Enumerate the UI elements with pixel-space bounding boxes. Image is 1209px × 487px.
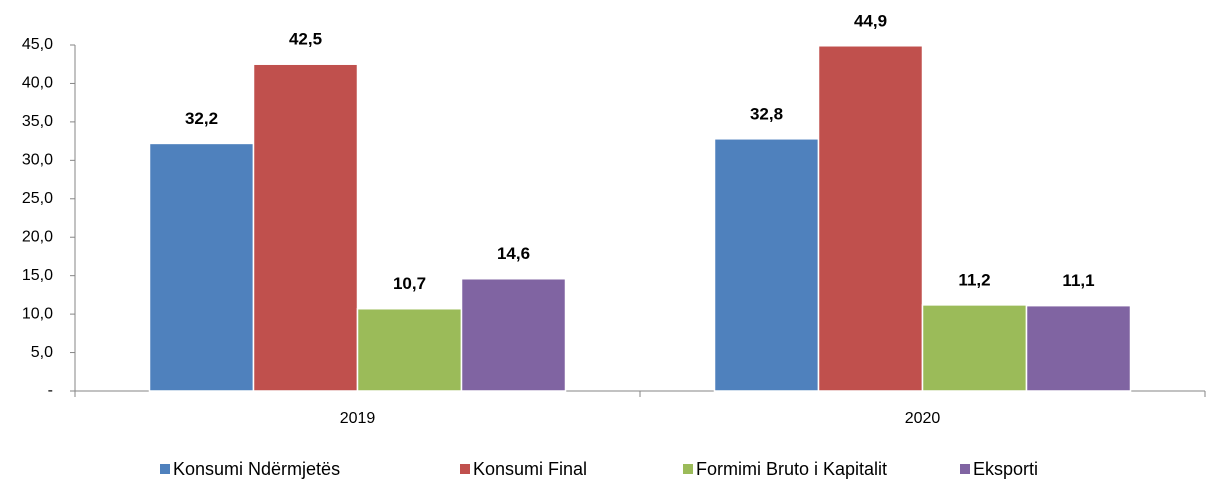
value-label: 32,2 [185, 109, 218, 128]
x-tick-label: 2020 [905, 410, 941, 427]
legend-swatch [460, 464, 470, 474]
legend-swatch [960, 464, 970, 474]
y-tick-label: 15,0 [22, 267, 53, 284]
legend-label: Konsumi Ndërmjetës [173, 459, 340, 479]
y-tick-label: 30,0 [22, 152, 53, 169]
y-tick-label: - [48, 382, 53, 399]
value-label: 32,8 [750, 104, 783, 123]
value-label: 11,2 [958, 270, 990, 289]
legend-label: Formimi Bruto i Kapitalit [696, 459, 887, 479]
y-tick-label: 35,0 [22, 113, 53, 130]
legend-swatch [683, 464, 693, 474]
bar [356, 307, 463, 392]
y-tick-label: 5,0 [31, 344, 53, 361]
x-tick-label: 2019 [340, 410, 376, 427]
y-tick-label: 45,0 [22, 36, 53, 53]
y-tick-label: 10,0 [22, 305, 53, 322]
legend-label: Konsumi Final [473, 459, 587, 479]
bar [148, 142, 255, 392]
bar [252, 63, 359, 392]
value-label: 11,1 [1062, 271, 1094, 290]
y-tick-label: 20,0 [22, 228, 53, 245]
legend-label: Eksporti [973, 459, 1038, 479]
legend-swatch [160, 464, 170, 474]
bar [1025, 304, 1132, 392]
value-label: 14,6 [497, 244, 530, 263]
bar [817, 45, 924, 392]
value-label: 42,5 [289, 30, 322, 49]
value-label: 10,7 [393, 274, 426, 293]
y-tick-label: 25,0 [22, 190, 53, 207]
bar [460, 277, 567, 392]
bar [921, 304, 1028, 392]
value-label: 44,9 [854, 11, 887, 30]
bar [713, 138, 820, 392]
y-tick-label: 40,0 [22, 75, 53, 92]
